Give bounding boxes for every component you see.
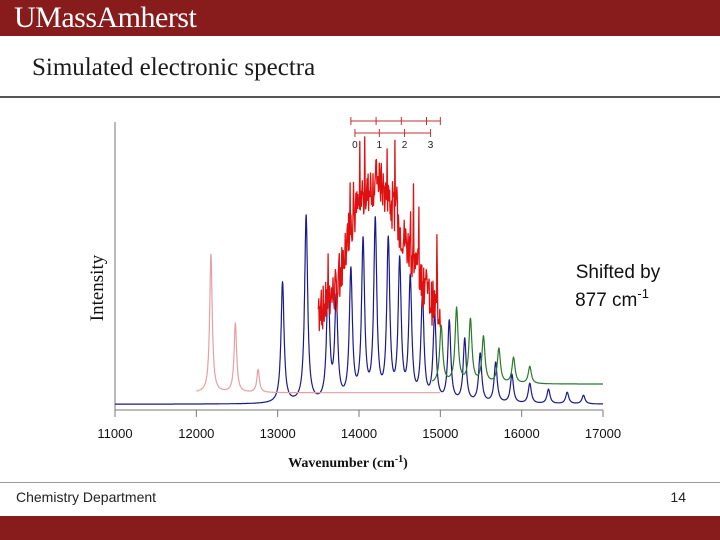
marker-label: 2 bbox=[402, 140, 408, 151]
x-tick-label: 17000 bbox=[585, 426, 621, 441]
marker-label: 1 bbox=[377, 140, 383, 151]
chart-axes bbox=[114, 122, 604, 417]
annotation-line-1: Shifted by bbox=[576, 262, 661, 283]
green-shifted-spectrum-line bbox=[431, 306, 604, 385]
x-tick-label: 16000 bbox=[504, 426, 540, 441]
slide-title: Simulated electronic spectra bbox=[32, 54, 316, 81]
x-tick-label: 12000 bbox=[178, 426, 214, 441]
x-tick-label: 13000 bbox=[260, 426, 296, 441]
x-tick-label: 14000 bbox=[341, 426, 377, 441]
footer-bar bbox=[0, 516, 720, 540]
vibrational-progression-markers bbox=[350, 117, 441, 137]
annotation-line-2: 877 cm-1 bbox=[575, 286, 649, 311]
annotation-text: 877 cm bbox=[575, 290, 637, 311]
x-axis-label: Wavenumber (cm-1) bbox=[288, 454, 408, 471]
blue-simulated-spectrum-line bbox=[114, 214, 604, 405]
x-tick-label: 11000 bbox=[97, 426, 132, 441]
chart-labels: 11000 12000 13000 14000 15000 16000 17000 0 1 2 3 I… bbox=[87, 140, 661, 471]
marker-label: 0 bbox=[352, 140, 358, 151]
x-axis-label-superscript: -1 bbox=[395, 454, 403, 465]
x-axis-label-text: Wavenumber (cm bbox=[288, 456, 395, 471]
annotation-superscript: -1 bbox=[637, 286, 649, 301]
spectrum-chart: 11000 12000 13000 14000 15000 16000 17000 0 1 2 3 I… bbox=[87, 117, 661, 471]
umass-logo: UMassAmherst bbox=[14, 1, 197, 34]
chart-series bbox=[114, 136, 604, 405]
title-divider bbox=[0, 96, 720, 98]
footer-department: Chemistry Department bbox=[16, 489, 157, 505]
header-bar: UMassAmherst bbox=[0, 0, 720, 36]
x-axis-label-end: ) bbox=[403, 456, 408, 471]
page-number: 14 bbox=[670, 489, 686, 505]
marker-label: 3 bbox=[428, 140, 434, 151]
pink-reference-spectrum-line bbox=[196, 253, 441, 394]
x-tick-label: 15000 bbox=[422, 426, 458, 441]
footer-divider bbox=[0, 482, 720, 483]
red-experimental-spectrum-line bbox=[317, 136, 441, 332]
y-axis-label: Intensity bbox=[87, 254, 108, 321]
